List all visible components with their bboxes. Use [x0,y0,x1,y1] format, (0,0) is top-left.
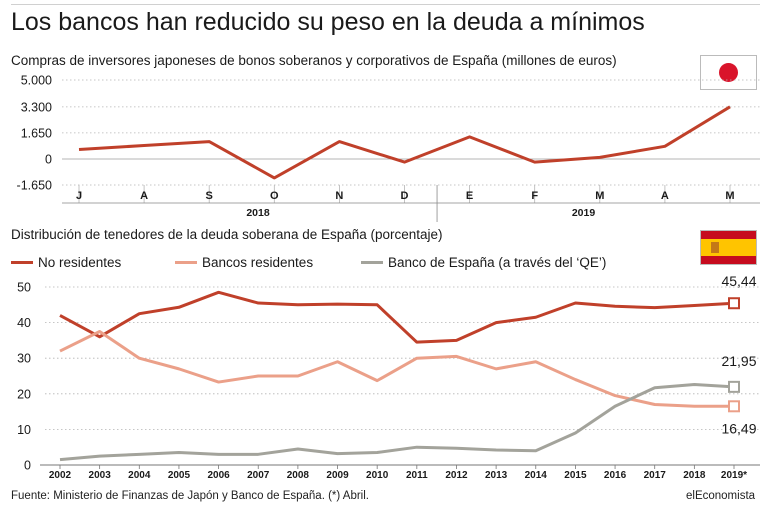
end-marker [728,380,740,393]
x-tick-label: 2015 [564,470,587,481]
x-tick-label: 2008 [287,470,310,481]
x-tick-label: 2011 [406,470,428,481]
x-tick-label: 2017 [644,470,667,481]
legend-item-bancos-residentes: Bancos residentes [175,255,313,270]
x-tick-label: D [401,190,409,202]
x-tick-label: 2003 [89,470,112,481]
y-tick-label: 20 [17,387,31,401]
source-note: Fuente: Ministerio de Finanzas de Japón … [11,490,369,502]
legend-label: Bancos residentes [202,255,314,270]
x-tick-label: 2002 [49,470,72,481]
y-tick-label: 10 [17,423,31,437]
y-tick-label: 3.300 [21,100,52,114]
y-tick-label: 5.000 [21,74,52,88]
x-tick-label: 2004 [128,470,151,481]
end-value-label: 45,44 [721,273,756,289]
x-tick-label: F [531,190,538,202]
x-tick-label: M [725,190,734,202]
year-label-2019: 2019 [572,207,596,219]
x-tick-label: O [270,190,279,202]
y-tick-label: 0 [24,459,31,473]
series-line-red [59,290,735,344]
x-tick-label: 2007 [247,470,270,481]
legend-label: No residentes [38,255,122,270]
legend-item-no-residentes: No residentes [11,255,121,270]
chart1-subtitle: Compras de inversores japoneses de bonos… [11,53,617,68]
top-rule [11,4,760,5]
x-tick-label: J [76,190,82,202]
chart2-subtitle: Distribución de tenedores de la deuda so… [11,227,443,242]
x-tick-label: A [140,190,148,202]
x-tick-label: S [206,190,213,202]
x-tick-label: A [661,190,669,202]
end-marker [728,400,740,413]
x-tick-label: M [595,190,604,202]
end-marker [728,297,740,310]
y-tick-label: 0 [45,152,52,166]
y-tick-label: 30 [17,352,31,366]
x-tick-label: E [466,190,473,202]
legend-swatch [11,261,33,264]
year-label-2018: 2018 [246,207,270,219]
x-tick-label: 2012 [445,470,468,481]
x-tick-label: 2014 [525,470,548,481]
y-tick-label: 50 [17,281,31,295]
japan-flag-sun [719,63,738,82]
end-value-label: 21,95 [721,353,756,369]
x-tick-label: 2013 [485,470,508,481]
spain-coat-of-arms [711,242,719,253]
japan-purchases-chart: -1.650 0 1.650 3.300 5.000 J A S O N D E F M A M 2018 201… [17,74,760,222]
brand-logo: elEconomista [686,490,756,502]
x-tick-label: 2016 [604,470,627,481]
x-tick-label: 2018 [683,470,706,481]
legend-swatch [361,261,383,264]
x-tick-label: N [335,190,343,202]
japan-flag [700,55,757,90]
y-tick-label: 1.650 [21,126,52,140]
x-tick-label: 2010 [366,470,389,481]
x-tick-label: 2019* [721,470,747,481]
x-tick-label: 2006 [207,470,230,481]
y-tick-label: -1.650 [17,179,52,193]
y-tick-label: 40 [17,316,31,330]
series-line-gray [59,383,735,462]
page-title: Los bancos han reducido su peso en la de… [11,8,645,36]
end-value-label: 16,49 [721,420,756,436]
legend-label: Banco de España (a través del ‘QE’) [388,255,607,270]
spain-flag [700,230,757,265]
series-line-pink [59,330,735,408]
x-tick-label: 2009 [326,470,349,481]
legend-item-banco-de-espana: Banco de España (a través del ‘QE’) [361,255,606,270]
legend-swatch [175,261,197,264]
x-tick-label: 2005 [168,470,191,481]
